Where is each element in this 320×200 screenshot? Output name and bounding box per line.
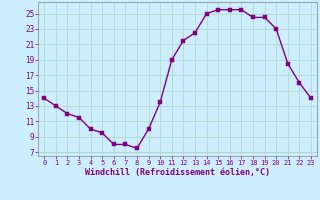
X-axis label: Windchill (Refroidissement éolien,°C): Windchill (Refroidissement éolien,°C)	[85, 168, 270, 177]
